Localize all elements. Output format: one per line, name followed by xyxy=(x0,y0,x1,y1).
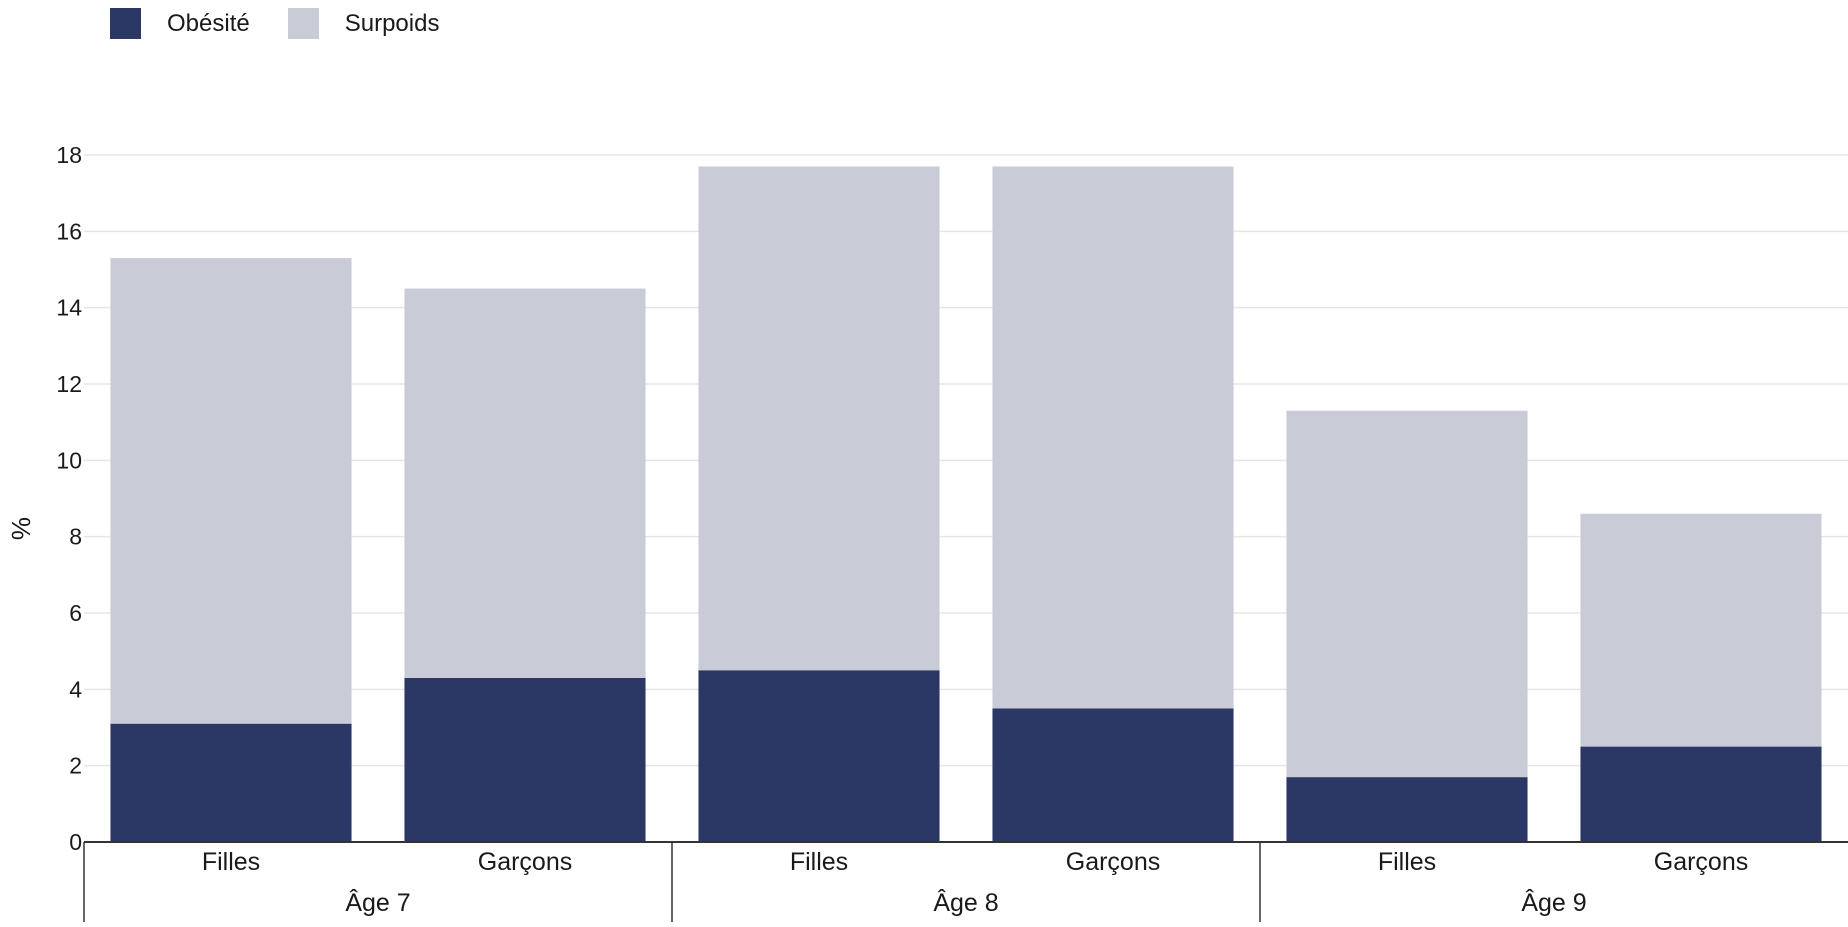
x-category-label: Filles xyxy=(202,848,260,876)
bar-obesite xyxy=(404,677,646,842)
y-tick-label: 12 xyxy=(56,371,82,397)
bar-surpoids xyxy=(1286,410,1528,778)
y-tick-label: 2 xyxy=(69,753,82,779)
bar-obesite xyxy=(698,670,940,842)
bar-surpoids xyxy=(404,288,646,678)
x-group-label: Âge 9 xyxy=(1521,888,1586,917)
bar-surpoids xyxy=(1580,513,1822,747)
legend-item-obesite[interactable]: Obésité xyxy=(110,8,250,39)
x-category-label: Garçons xyxy=(478,848,572,876)
bar-surpoids xyxy=(110,258,352,724)
legend-label-surpoids: Surpoids xyxy=(344,9,440,37)
bar-obesite xyxy=(110,723,352,842)
bar-obesite xyxy=(992,708,1234,842)
chart-legend: Obésité Surpoids xyxy=(110,8,477,39)
x-category-label: Garçons xyxy=(1066,848,1160,876)
y-axis-label: % xyxy=(6,517,36,540)
legend-swatch-obesite xyxy=(110,8,141,39)
bar-obesite xyxy=(1580,746,1822,842)
x-category-label: Filles xyxy=(790,848,848,876)
y-tick-label: 16 xyxy=(56,218,82,244)
legend-swatch-surpoids xyxy=(287,8,319,39)
bar-obesite xyxy=(1286,777,1528,842)
legend-label-obesite: Obésité xyxy=(167,9,250,37)
y-tick-label: 6 xyxy=(69,600,82,626)
bar-surpoids xyxy=(698,166,940,671)
y-tick-label: 10 xyxy=(56,447,82,473)
y-tick-label: 8 xyxy=(69,524,82,550)
legend-item-surpoids[interactable]: Surpoids xyxy=(287,8,440,39)
y-tick-label: 18 xyxy=(56,142,82,168)
y-tick-label: 0 xyxy=(69,829,82,855)
x-group-label: Âge 7 xyxy=(345,888,410,917)
x-group-label: Âge 8 xyxy=(933,888,998,917)
x-category-label: Filles xyxy=(1378,848,1436,876)
y-tick-label: 14 xyxy=(56,295,82,321)
x-category-label: Garçons xyxy=(1654,848,1748,876)
bar-surpoids xyxy=(992,166,1234,709)
y-tick-label: 4 xyxy=(69,676,82,702)
